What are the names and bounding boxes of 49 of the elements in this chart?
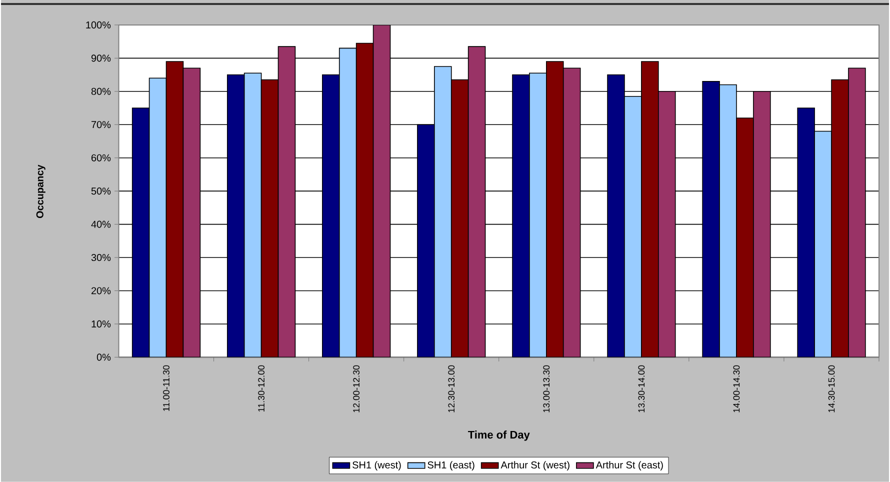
bar: [434, 66, 452, 358]
legend-label: Arthur St (east): [596, 461, 663, 470]
y-tick-label: 50%: [91, 188, 111, 195]
bar: [529, 72, 547, 358]
y-tick-label: 70%: [92, 121, 111, 128]
y-tick-label: 90%: [91, 54, 111, 62]
bar: [356, 42, 374, 358]
bar: [736, 118, 754, 358]
bar: [702, 81, 720, 358]
y-tick-label: 30%: [91, 254, 111, 262]
y-tick-label: 20%: [91, 287, 111, 294]
y-tick-label: 80%: [91, 88, 111, 95]
legend-label: SH1 (west): [352, 461, 401, 470]
x-axis-title: Time of Day: [468, 430, 530, 441]
bar: [132, 108, 150, 358]
x-tick-label: 13.00-13.30: [543, 365, 550, 412]
x-tick-label: 12.30-13.00: [448, 365, 455, 412]
bar: [260, 79, 279, 358]
x-tick-label: 14.00-14.30: [733, 365, 740, 412]
bar: [244, 72, 262, 358]
bar: [607, 74, 625, 358]
y-tick-label: 60%: [91, 154, 111, 162]
x-tick-label: 12.00-12.30: [353, 365, 360, 412]
y-tick-label: 100%: [86, 21, 111, 29]
y-axis-title: Occupancy: [36, 164, 46, 218]
x-tick-label: 11.30-12.00: [258, 365, 264, 412]
bar: [641, 61, 659, 358]
bar: [338, 48, 357, 358]
y-tick-label: 40%: [91, 220, 111, 228]
bar: [322, 74, 340, 358]
bar: [719, 84, 737, 358]
bar: [797, 108, 815, 358]
bar: [166, 61, 184, 358]
x-tick-label: 14.30-15.00: [828, 365, 835, 412]
bar: [831, 79, 849, 358]
x-tick-label: 11.00-11.30: [163, 365, 170, 411]
bar: [512, 74, 530, 358]
bar: [148, 78, 167, 358]
bar: [450, 79, 469, 358]
y-tick-label: 10%: [92, 320, 111, 328]
legend-label: SH1 (east): [428, 461, 474, 470]
bar: [814, 130, 832, 358]
bar: [624, 96, 642, 358]
bar: [226, 74, 245, 358]
y-tick-label: 0%: [96, 354, 111, 361]
bar: [546, 61, 564, 358]
x-tick-label: 13.30-14.00: [638, 365, 645, 412]
bar: [417, 124, 435, 358]
legend-label: Arthur St (west): [500, 461, 570, 470]
